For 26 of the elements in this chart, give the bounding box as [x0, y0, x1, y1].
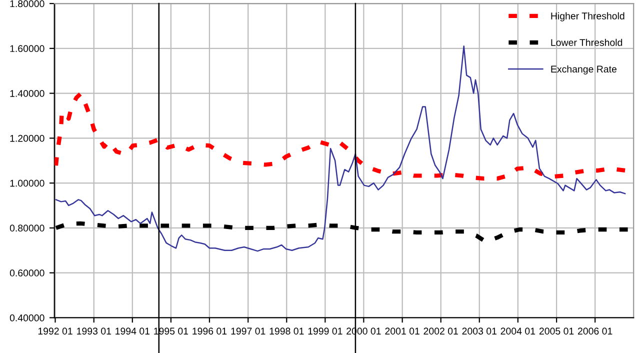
x-tick-label: 1992 01 [38, 328, 72, 335]
y-tick-label: 0.80000 [10, 224, 44, 232]
legend-label: Exchange Rate [551, 65, 616, 74]
legend-label: Lower Threshold [551, 38, 622, 46]
y-tick-label: 1.20000 [10, 134, 44, 142]
x-tick-label: 2002 01 [424, 328, 458, 335]
y-tick-label: 1.60000 [10, 45, 44, 52]
line-series [54, 91, 628, 181]
x-tick-label: 1996 01 [192, 328, 227, 335]
y-tick-label: 0.60000 [10, 270, 44, 276]
x-tick-label: 2003 01 [462, 328, 496, 335]
x-tick-label: 1994 01 [116, 328, 150, 335]
y-tick-label: 1.00000 [10, 180, 44, 187]
x-tick-label: 1993 01 [77, 328, 111, 335]
x-tick-label: 2005 01 [539, 328, 574, 335]
x-tick-label: 1999 01 [308, 328, 342, 335]
x-tick-label: 1998 01 [270, 328, 304, 335]
line-series [55, 46, 626, 252]
x-tick-label: 2004 01 [500, 328, 536, 335]
y-tick-label: 0.40000 [10, 314, 44, 322]
x-tick-label: 2001 01 [385, 328, 420, 335]
x-tick-label: 2006 01 [578, 328, 612, 335]
y-tick-label: 1.80000 [10, 0, 44, 8]
x-tick-label: 1997 01 [231, 328, 266, 335]
y-tick-label: 1.40000 [10, 90, 44, 97]
legend-label: Higher Threshold [551, 12, 624, 22]
